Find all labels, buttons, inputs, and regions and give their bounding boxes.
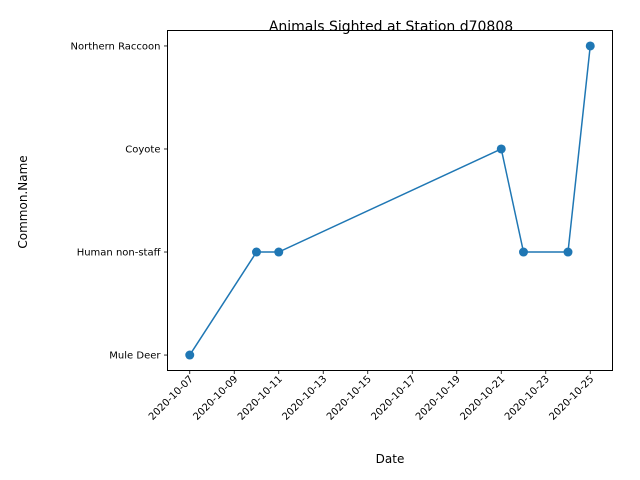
x-tick-label: 2020-10-11 [236,374,285,423]
x-axis: 2020-10-072020-10-092020-10-112020-10-13… [147,370,596,423]
x-tick-label: 2020-10-15 [325,374,374,423]
y-tick-label: Northern Raccoon [71,41,161,52]
x-axis-label: Date [376,452,405,466]
series-layer [185,41,595,360]
x-tick-label: 2020-10-25 [547,374,596,423]
chart-title: Animals Sighted at Station d70808 [269,19,513,35]
x-tick-label: 2020-10-19 [414,374,463,423]
y-tick-label: Human non-staff [77,248,162,259]
series-line [189,45,591,356]
data-point [274,247,284,257]
plot-area [167,30,613,371]
plot-frame [167,30,613,371]
data-point [585,41,595,51]
x-tick-label: 2020-10-23 [503,374,552,423]
data-point [563,247,573,257]
x-tick-label: 2020-10-13 [280,374,329,423]
y-tick-label: Coyote [125,144,160,155]
data-point [519,247,528,257]
y-axis: Mule Deer Human non-staff Coyote Northern R… [71,41,168,362]
data-point [252,247,261,257]
x-tick-label: 2020-10-09 [191,374,240,423]
data-point [185,350,195,360]
x-tick-label: 2020-10-07 [147,374,196,423]
x-tick-label: 2020-10-17 [369,374,418,423]
y-tick-label: Mule Deer [109,351,161,362]
x-tick-label: 2020-10-21 [458,374,507,423]
y-axis-label: Common.Name [16,155,30,248]
data-point [496,144,506,154]
